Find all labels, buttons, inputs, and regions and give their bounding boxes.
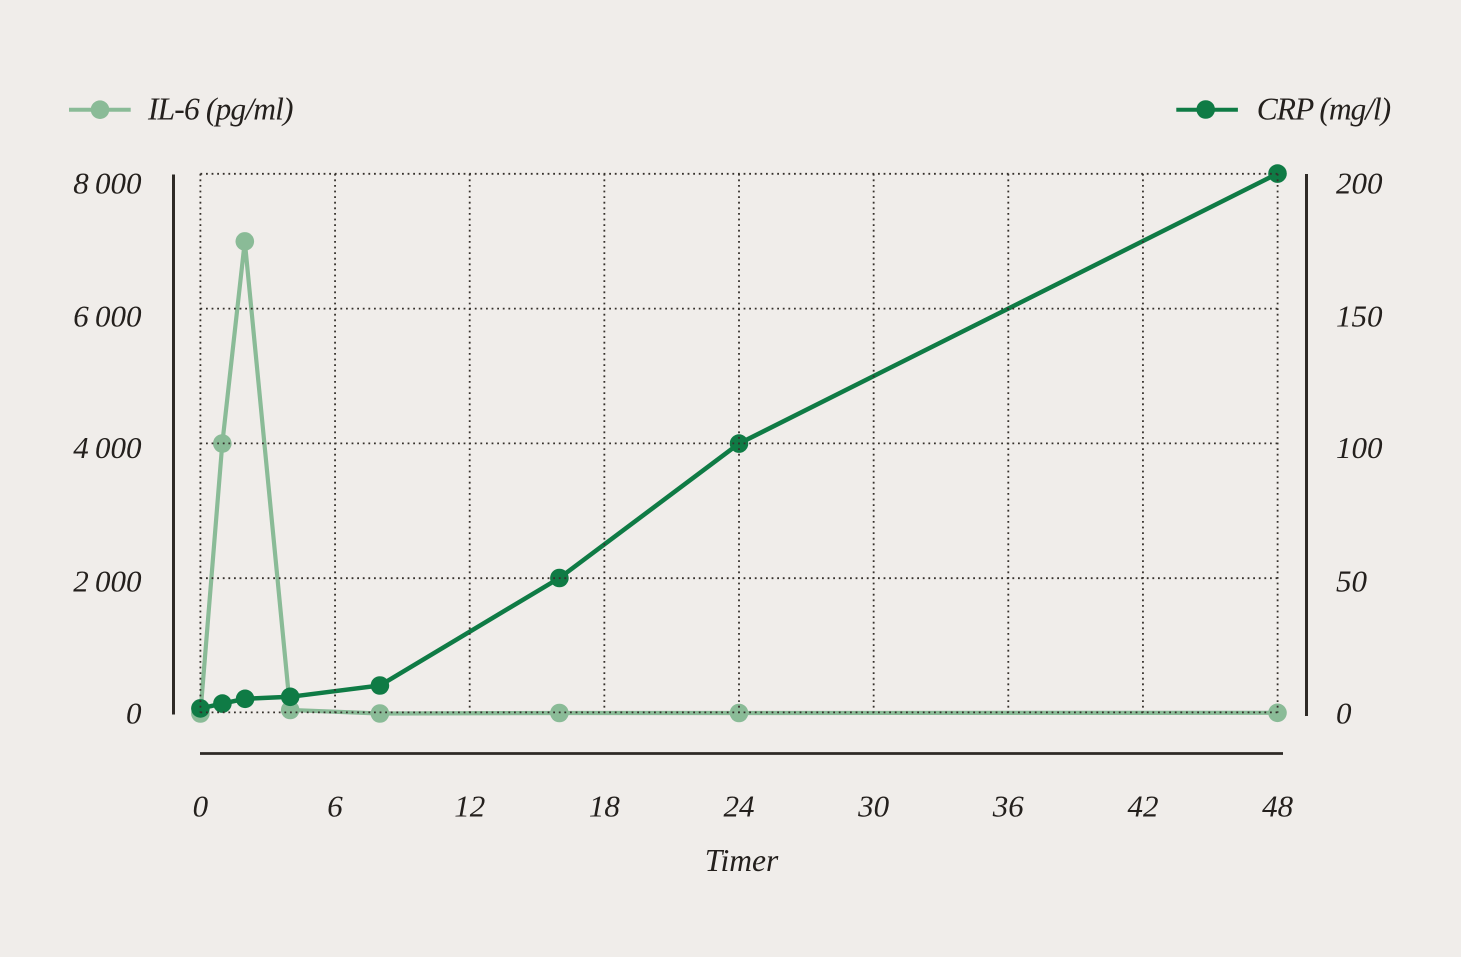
- svg-text:30: 30: [857, 789, 890, 824]
- svg-text:36: 36: [992, 789, 1025, 824]
- svg-text:50: 50: [1336, 564, 1368, 599]
- svg-text:6 000: 6 000: [73, 299, 142, 334]
- svg-text:IL-6 (pg/ml): IL-6 (pg/ml): [147, 91, 293, 126]
- svg-text:18: 18: [589, 789, 621, 824]
- svg-text:200: 200: [1336, 166, 1383, 201]
- svg-text:2 000: 2 000: [73, 564, 142, 599]
- svg-text:42: 42: [1127, 789, 1158, 824]
- svg-text:24: 24: [724, 789, 755, 824]
- svg-text:8 000: 8 000: [73, 166, 142, 201]
- svg-text:6: 6: [327, 789, 343, 824]
- svg-text:12: 12: [454, 789, 485, 824]
- svg-text:100: 100: [1336, 430, 1383, 465]
- svg-text:Timer: Timer: [705, 843, 779, 878]
- svg-text:0: 0: [193, 789, 209, 824]
- svg-text:CRP (mg/l): CRP (mg/l): [1257, 91, 1391, 126]
- svg-text:0: 0: [126, 696, 142, 731]
- svg-text:150: 150: [1336, 299, 1383, 334]
- svg-text:48: 48: [1262, 789, 1294, 824]
- svg-text:4 000: 4 000: [73, 430, 142, 465]
- svg-text:0: 0: [1336, 696, 1352, 731]
